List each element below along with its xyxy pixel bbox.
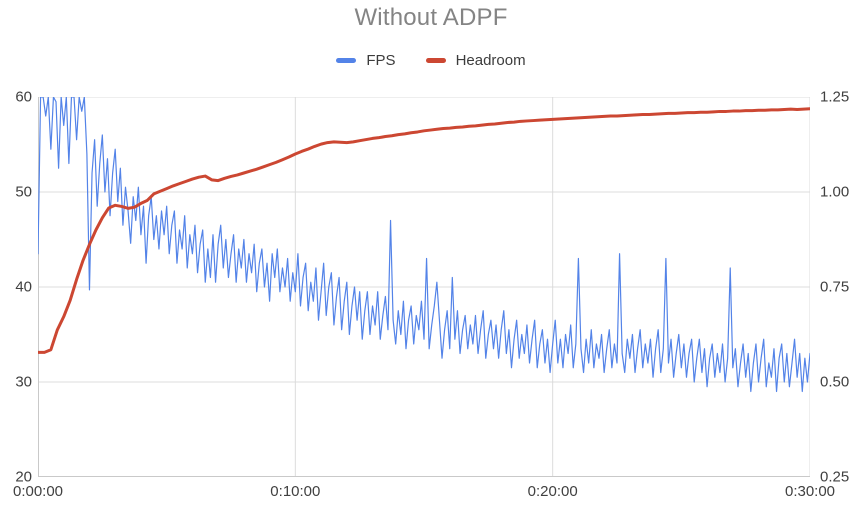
plot-area [38, 97, 810, 477]
y-right-tick-1.00: 1.00 [820, 183, 850, 201]
x-tick-0-20-00: 0:20:00 [527, 483, 578, 500]
x-tick-0-30-00: 0:30:00 [784, 483, 836, 500]
y-left-tick-30: 30 [15, 373, 32, 391]
series-line-fps [38, 97, 810, 393]
legend-label-fps: FPS [366, 52, 396, 69]
chart-canvas [38, 97, 810, 477]
y-left-tick-50: 50 [15, 183, 32, 201]
y-left-tick-20: 20 [15, 468, 32, 486]
y-right-tick-1.25: 1.25 [820, 88, 850, 106]
series-line-headroom [38, 107, 810, 354]
y-right-tick-0.25: 0.25 [820, 468, 850, 486]
headroom-swatch-icon [425, 58, 446, 63]
y-left-tick-40: 40 [15, 278, 32, 296]
y-right-tick-0.50: 0.50 [820, 373, 850, 391]
fps-swatch-icon [336, 58, 357, 63]
y-right-tick-0.75: 0.75 [820, 278, 850, 296]
y-left-tick-60: 60 [15, 88, 32, 106]
legend-item-fps: FPS [336, 52, 396, 69]
chart-title: Without ADPF [354, 4, 508, 31]
legend-label-headroom: Headroom [455, 52, 526, 69]
chart-legend: FPS Headroom [0, 52, 862, 69]
x-tick-0-00-00: 0:00:00 [12, 483, 64, 500]
x-tick-0-10-00: 0:10:00 [270, 483, 321, 500]
legend-item-headroom: Headroom [425, 52, 526, 69]
